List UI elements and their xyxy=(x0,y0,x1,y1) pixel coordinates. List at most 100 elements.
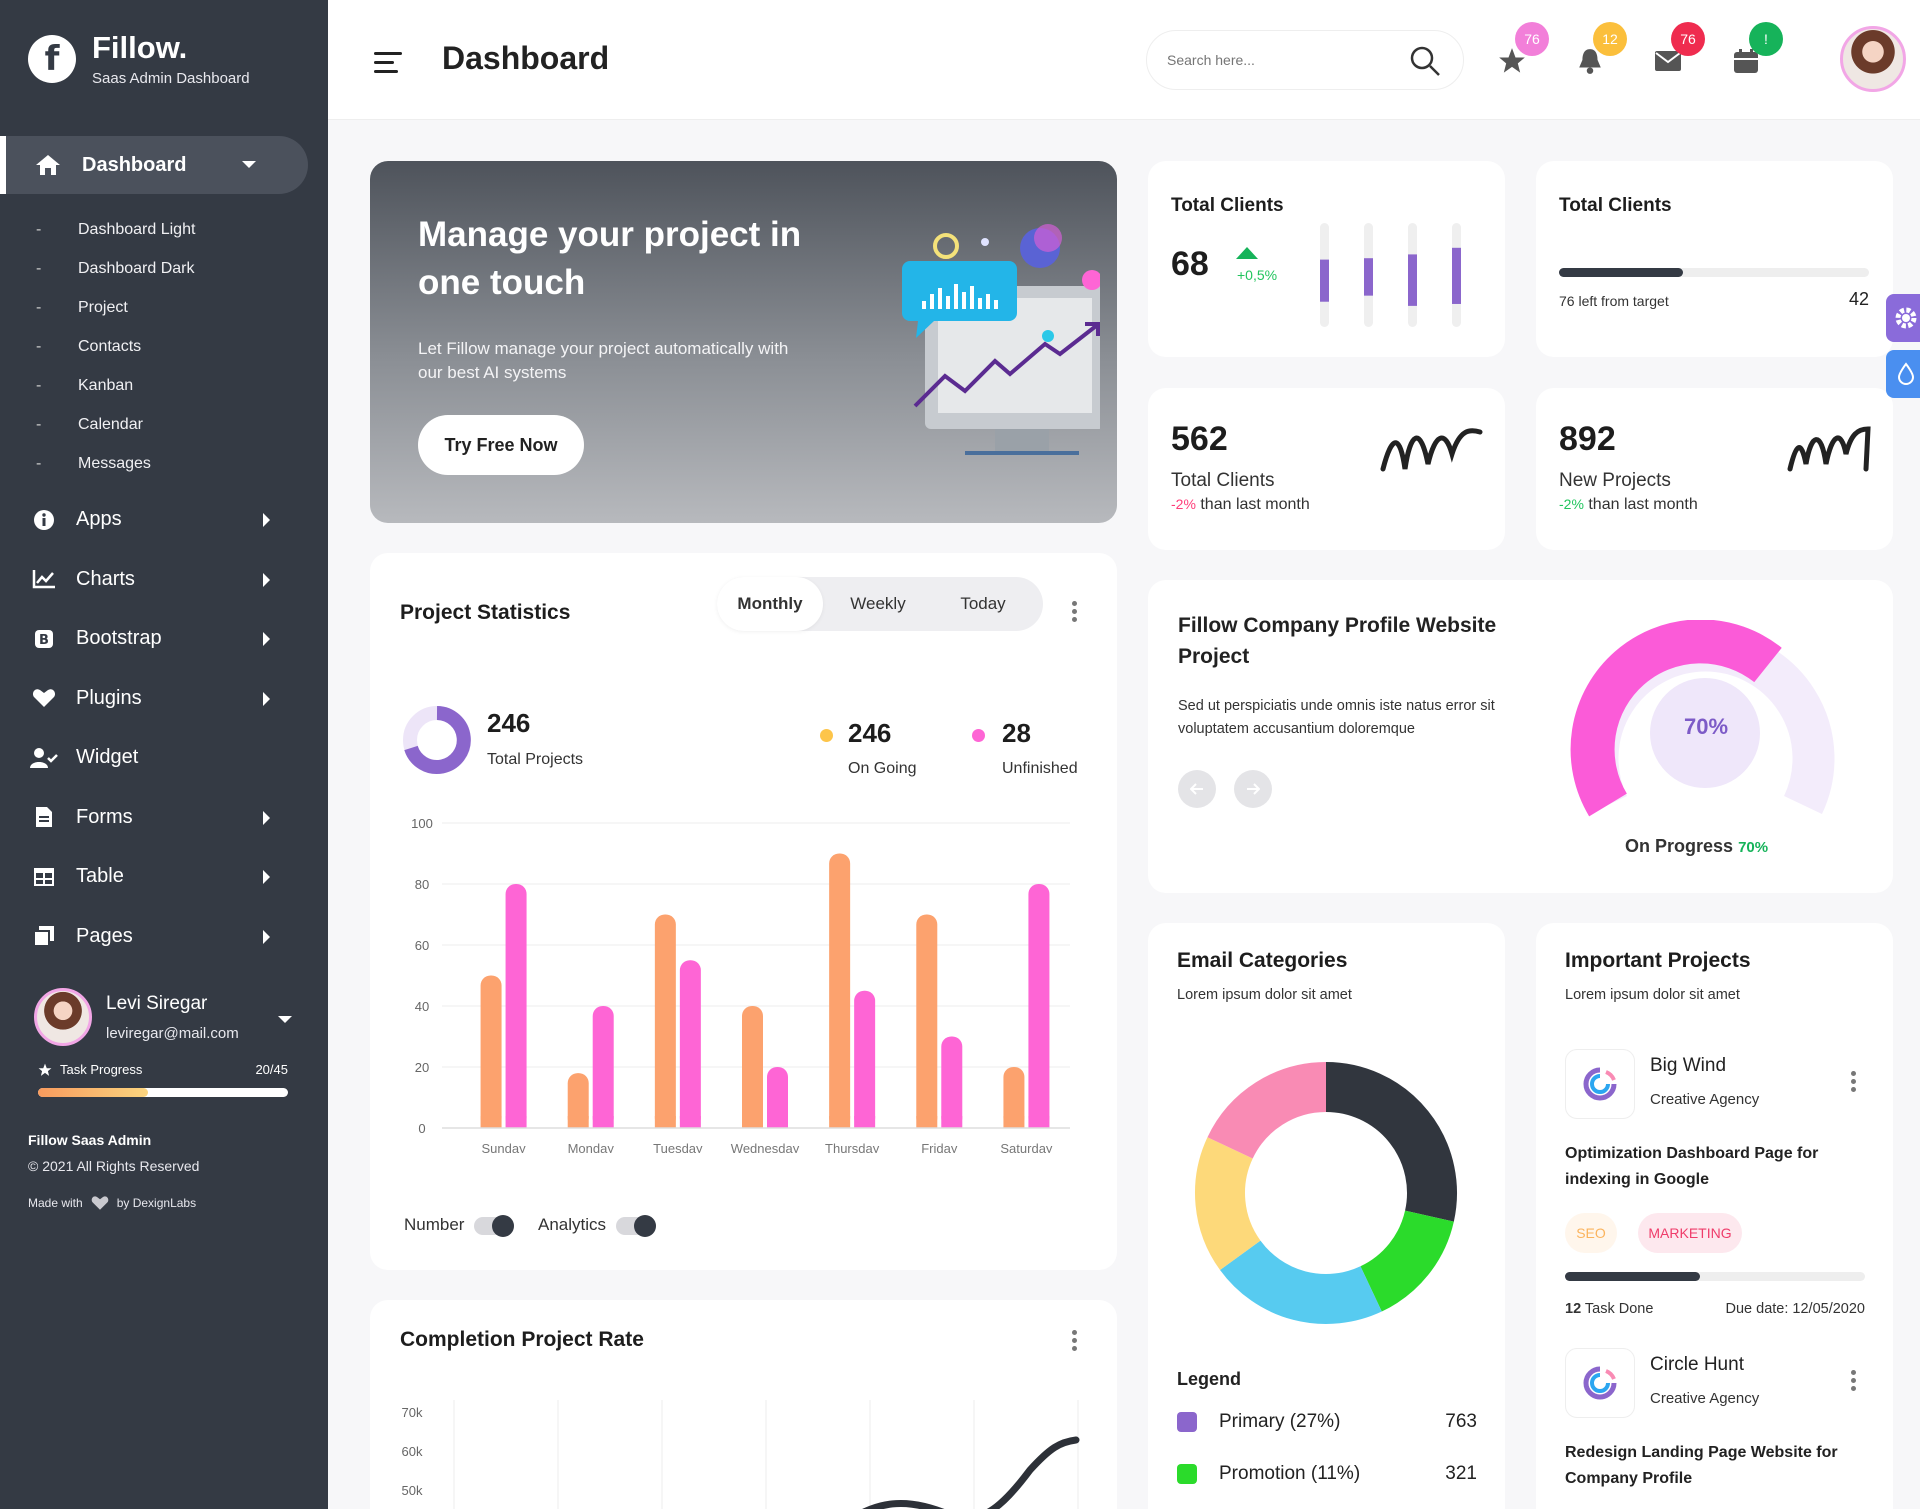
due-date: Due date: 12/05/2020 xyxy=(1725,1301,1865,1317)
project-statistics-card: Project Statistics Monthly Weekly Today … xyxy=(370,553,1117,1270)
hero-title: Manage your project in one touch xyxy=(418,215,802,302)
more-options-icon[interactable] xyxy=(1072,1330,1078,1354)
menu-item-widget[interactable]: Widget xyxy=(30,728,270,788)
avatar[interactable] xyxy=(34,988,92,1046)
unfinished-value: 28 xyxy=(1002,718,1031,748)
chart-icon xyxy=(30,567,58,591)
task-progress-label: Task Progress xyxy=(60,1062,143,1077)
favorites-badge: 76 xyxy=(1515,22,1549,56)
menu-item-bootstrap[interactable]: B Bootstrap xyxy=(30,609,270,669)
more-options-icon[interactable] xyxy=(1072,601,1078,625)
target-value: 42 xyxy=(1848,289,1869,309)
dashboard-submenu: - Dashboard Light - Dashboard Dark - Projec… xyxy=(36,210,195,483)
bar xyxy=(829,853,851,1128)
prev-arrow-icon[interactable] xyxy=(1178,770,1216,808)
submenu-item-dashboard-dark[interactable]: - Dashboard Dark xyxy=(36,259,195,277)
mail-icon[interactable]: 76 xyxy=(1653,22,1705,76)
email-categories-donut xyxy=(1195,1062,1457,1324)
menu-item-charts[interactable]: Charts xyxy=(30,550,270,610)
try-free-now-button[interactable]: Try Free Now xyxy=(418,415,584,475)
trend-wave-icon xyxy=(1380,428,1483,472)
mini-bar xyxy=(1408,254,1417,306)
total-projects-value: 246 xyxy=(487,708,531,738)
analytics-toggle[interactable]: Analytics xyxy=(538,1214,657,1237)
project-statistics-bar-chart: 0 20 40 60 80 100 Sunday Monday Tuesday Wednesday… xyxy=(411,816,1070,1153)
y-tick-label: 60 xyxy=(415,938,429,953)
bar xyxy=(654,914,676,1128)
star-icon[interactable]: 76 xyxy=(1497,22,1549,76)
total-clients-value: 68 xyxy=(1171,245,1209,283)
projects-value: 892 xyxy=(1559,420,1616,458)
search-icon[interactable] xyxy=(1409,45,1441,82)
menu-item-forms[interactable]: Forms xyxy=(30,788,270,848)
heart-icon xyxy=(91,1196,108,1210)
company-title: Fillow Company Profile Website Project xyxy=(1178,614,1497,668)
trend-wave-icon xyxy=(1787,426,1871,472)
search-box xyxy=(1146,30,1464,90)
email-categories-card: Email Categories Lorem ipsum dolor sit a… xyxy=(1148,923,1505,1509)
chevron-down-icon xyxy=(242,161,256,168)
project-progress-bar xyxy=(1565,1272,1865,1281)
more-options-icon[interactable] xyxy=(1851,1370,1857,1394)
analytics-toggle-switch[interactable] xyxy=(616,1214,657,1237)
project-agency: Creative Agency xyxy=(1650,1390,1760,1407)
ongoing-dot xyxy=(820,729,833,742)
nav-dashboard[interactable]: Dashboard xyxy=(0,136,308,194)
submenu-item-kanban[interactable]: - Kanban xyxy=(36,376,134,394)
task-progress-fill xyxy=(38,1088,148,1097)
search-input[interactable] xyxy=(1167,52,1407,68)
gauge-value: 70% xyxy=(1683,714,1729,739)
tab-monthly[interactable]: Monthly xyxy=(717,577,823,631)
tab-weekly[interactable]: Weekly xyxy=(850,594,906,613)
x-tick-label: Friday xyxy=(921,1141,958,1153)
tag-marketing[interactable]: MARKETING xyxy=(1638,1213,1742,1253)
ongoing-label: On Going xyxy=(848,760,917,777)
clients-label: Total Clients xyxy=(1171,470,1275,491)
next-arrow-icon[interactable] xyxy=(1234,770,1272,808)
analytics-illustration-icon xyxy=(902,224,1100,455)
brand[interactable]: f Fillow. Saas Admin Dashboard xyxy=(28,30,250,87)
project-name[interactable]: Big Wind xyxy=(1650,1055,1727,1076)
x-tick-label: Sunday xyxy=(482,1141,527,1153)
card-title: Total Clients xyxy=(1171,195,1284,216)
chevron-down-icon[interactable] xyxy=(278,1016,292,1023)
user-profile[interactable]: Levi Siregar leviregar@mail.com xyxy=(34,988,292,1046)
avatar[interactable] xyxy=(1840,26,1906,92)
brand-subtitle: Saas Admin Dashboard xyxy=(92,70,250,87)
new-projects-card: 892 New Projects -2% than last month xyxy=(1536,388,1893,550)
number-toggle[interactable]: Number xyxy=(404,1214,515,1237)
bell-icon[interactable]: 12 xyxy=(1575,22,1627,76)
menu-item-apps[interactable]: Apps xyxy=(30,490,270,550)
progress-gauge xyxy=(1570,620,1835,817)
menu-item-table[interactable]: Table xyxy=(30,847,270,907)
tab-today[interactable]: Today xyxy=(960,594,1006,613)
bar xyxy=(1003,1067,1025,1128)
x-tick-label: Wednesday xyxy=(731,1141,800,1153)
submenu-item-project[interactable]: - Project xyxy=(36,298,128,316)
main-menu: Apps Charts B Bootstrap Plugins Widget F… xyxy=(30,490,270,966)
profile-email: leviregar@mail.com xyxy=(106,1024,239,1042)
theme-tab[interactable] xyxy=(1886,350,1920,398)
bootstrap-icon: B xyxy=(30,627,58,651)
file-icon xyxy=(30,805,58,829)
company-profile-card: Fillow Company Profile Website Project S… xyxy=(1148,580,1893,893)
tag-seo[interactable]: SEO xyxy=(1565,1213,1617,1253)
projects-change: -2% xyxy=(1559,496,1584,512)
submenu-item-dashboard-light[interactable]: - Dashboard Light xyxy=(36,220,196,238)
series-line xyxy=(862,1436,1080,1509)
hamburger-menu-icon[interactable] xyxy=(374,52,402,79)
submenu-item-calendar[interactable]: - Calendar xyxy=(36,415,143,433)
settings-tab[interactable] xyxy=(1886,294,1920,342)
submenu-item-messages[interactable]: - Messages xyxy=(36,454,151,472)
menu-item-plugins[interactable]: Plugins xyxy=(30,669,270,729)
project-name[interactable]: Circle Hunt xyxy=(1650,1354,1744,1375)
number-toggle-switch[interactable] xyxy=(474,1214,515,1237)
submenu-item-contacts[interactable]: - Contacts xyxy=(36,337,142,355)
bar xyxy=(742,1006,763,1128)
home-icon xyxy=(34,153,62,177)
calendar-icon[interactable]: ! xyxy=(1731,22,1783,76)
more-options-icon[interactable] xyxy=(1851,1071,1857,1095)
y-tick-label: 20 xyxy=(415,1060,429,1075)
menu-item-pages[interactable]: Pages xyxy=(30,907,270,967)
bar xyxy=(592,1006,614,1128)
